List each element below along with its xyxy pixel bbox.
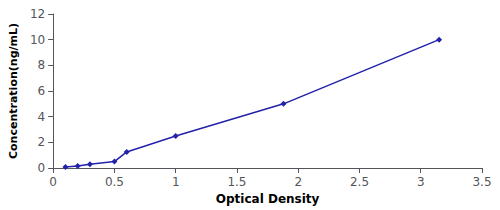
svg-text:6: 6 <box>38 84 46 98</box>
svg-text:Concentration(ng/mL): Concentration(ng/mL) <box>7 23 20 159</box>
svg-text:0: 0 <box>38 161 46 175</box>
svg-text:4: 4 <box>38 110 46 124</box>
svg-text:3.5: 3.5 <box>472 175 491 189</box>
svg-text:1.5: 1.5 <box>227 175 246 189</box>
svg-text:0.5: 0.5 <box>105 175 124 189</box>
svg-text:2: 2 <box>38 135 46 149</box>
svg-text:12: 12 <box>30 7 45 21</box>
svg-text:Optical Density: Optical Density <box>216 192 320 206</box>
svg-text:10: 10 <box>30 33 45 47</box>
svg-text:2: 2 <box>294 175 302 189</box>
svg-text:8: 8 <box>38 58 46 72</box>
svg-text:3: 3 <box>417 175 425 189</box>
svg-text:1: 1 <box>172 175 180 189</box>
svg-text:2.5: 2.5 <box>350 175 369 189</box>
svg-text:0: 0 <box>49 175 57 189</box>
